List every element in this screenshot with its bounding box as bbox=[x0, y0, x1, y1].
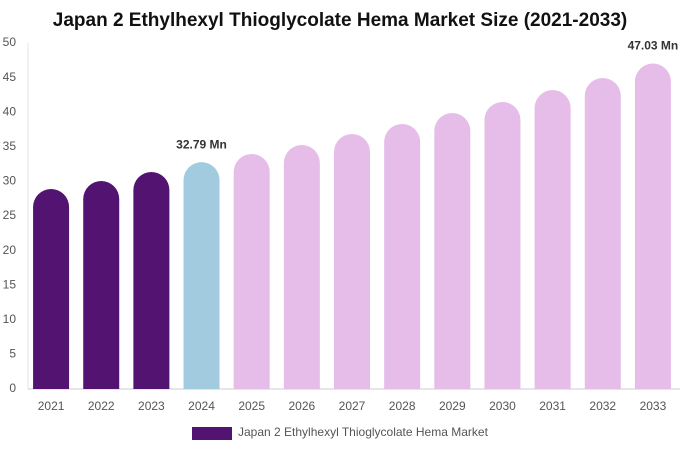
bar bbox=[584, 78, 621, 389]
x-tick-label: 2030 bbox=[489, 399, 516, 413]
bar bbox=[534, 90, 571, 390]
y-tick-label: 25 bbox=[3, 208, 17, 222]
bar bbox=[384, 123, 421, 390]
x-tick-label: 2021 bbox=[38, 399, 65, 413]
x-tick-label: 2026 bbox=[288, 399, 315, 413]
bar bbox=[183, 162, 220, 389]
x-tick-label: 2028 bbox=[389, 399, 416, 413]
x-tick-label: 2032 bbox=[589, 399, 616, 413]
bar bbox=[83, 180, 120, 389]
bar bbox=[233, 153, 270, 389]
y-tick-label: 10 bbox=[3, 312, 17, 326]
y-tick-label: 0 bbox=[9, 381, 16, 395]
bar bbox=[484, 102, 521, 390]
y-tick-label: 40 bbox=[3, 104, 17, 118]
legend-label: Japan 2 Ethylhexyl Thioglycolate Hema Ma… bbox=[238, 425, 489, 439]
bar bbox=[334, 133, 370, 389]
bar bbox=[33, 189, 70, 389]
bar bbox=[283, 145, 320, 389]
x-tick-label: 2027 bbox=[339, 399, 366, 413]
legend-swatch bbox=[192, 427, 232, 440]
y-tick-label: 15 bbox=[3, 277, 17, 291]
chart-title: Japan 2 Ethylhexyl Thioglycolate Hema Ma… bbox=[53, 10, 627, 31]
y-tick-label: 30 bbox=[3, 174, 17, 188]
y-tick-label: 45 bbox=[3, 70, 17, 84]
value-label: 47.03 Mn bbox=[628, 39, 679, 53]
bar bbox=[634, 63, 671, 389]
x-tick-label: 2031 bbox=[539, 399, 566, 413]
x-tick-label: 2033 bbox=[640, 399, 667, 413]
y-tick-label: 50 bbox=[3, 35, 17, 49]
y-tick-label: 35 bbox=[3, 139, 17, 153]
x-tick-label: 2024 bbox=[188, 399, 215, 413]
x-tick-label: 2025 bbox=[238, 399, 265, 413]
x-tick-label: 2029 bbox=[439, 399, 466, 413]
x-tick-label: 2023 bbox=[138, 399, 165, 413]
bar bbox=[434, 113, 471, 389]
x-tick-label: 2022 bbox=[88, 399, 115, 413]
bar bbox=[133, 171, 170, 389]
y-tick-label: 20 bbox=[3, 243, 17, 257]
value-label: 32.79 Mn bbox=[176, 137, 227, 151]
y-tick-label: 5 bbox=[9, 347, 16, 361]
